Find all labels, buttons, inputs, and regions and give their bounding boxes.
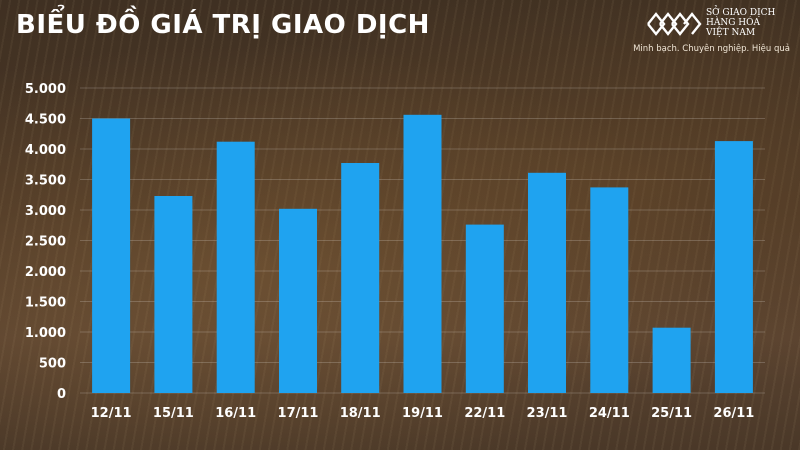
bar bbox=[216, 141, 255, 393]
bar bbox=[652, 327, 691, 393]
y-axis: 0 500 1.000 1.500 2.000 2.500 3.000 3.500 4.000 4… bbox=[25, 82, 66, 402]
brand-name-line: HÀNG HÓA bbox=[706, 18, 760, 28]
bar bbox=[403, 114, 442, 394]
bar bbox=[154, 196, 193, 393]
x-tick-label: 17/11 bbox=[278, 406, 319, 421]
y-tick-label: 2.000 bbox=[25, 265, 66, 280]
x-tick-label: 23/11 bbox=[527, 406, 568, 421]
bar bbox=[341, 163, 380, 393]
x-tick-label: 15/11 bbox=[153, 406, 194, 421]
x-tick-label: 18/11 bbox=[340, 406, 381, 421]
y-tick-label: 0 bbox=[57, 387, 66, 402]
x-tick-label: 25/11 bbox=[651, 406, 692, 421]
x-tick-label: 22/11 bbox=[464, 406, 505, 421]
x-tick-label: 19/11 bbox=[402, 406, 443, 421]
y-tick-label: 2.500 bbox=[25, 235, 66, 250]
y-tick-label: 1.500 bbox=[25, 296, 66, 311]
x-tick-label: 12/11 bbox=[91, 406, 132, 421]
x-tick-label: 24/11 bbox=[589, 406, 630, 421]
brand-name-line: SỞ GIAO DỊCH bbox=[706, 8, 776, 18]
x-axis: 12/11 15/11 16/11 17/11 18/11 19/11 22/11 23/11… bbox=[91, 406, 755, 421]
brand-name: SỞ GIAO DỊCH HÀNG HÓA VIỆT NAM bbox=[706, 8, 790, 38]
y-tick-label: 3.000 bbox=[25, 204, 66, 219]
mxv-logo-icon bbox=[647, 12, 702, 36]
y-tick-label: 1.000 bbox=[25, 326, 66, 341]
bar bbox=[279, 208, 317, 393]
bars-layer bbox=[92, 114, 753, 394]
brand-name-line: VIỆT NAM bbox=[706, 28, 756, 38]
bar bbox=[714, 141, 753, 393]
bar bbox=[465, 224, 504, 393]
y-tick-label: 3.500 bbox=[25, 174, 66, 189]
x-tick-label: 16/11 bbox=[215, 406, 256, 421]
bar bbox=[590, 187, 629, 393]
brand-block: SỞ GIAO DỊCH HÀNG HÓA VIỆT NAM Minh bạch… bbox=[633, 6, 790, 64]
x-tick-label: 26/11 bbox=[713, 406, 754, 421]
y-tick-label: 4.500 bbox=[25, 113, 66, 128]
brand-slogan: Minh bạch. Chuyên nghiệp. Hiệu quả bbox=[633, 44, 790, 54]
page-title: BIỂU ĐỒ GIÁ TRỊ GIAO DỊCH bbox=[16, 10, 430, 40]
y-tick-label: 5.000 bbox=[25, 82, 66, 97]
bar bbox=[528, 172, 566, 393]
y-tick-label: 4.000 bbox=[25, 143, 66, 158]
y-tick-label: 500 bbox=[39, 357, 66, 372]
bar bbox=[92, 118, 131, 393]
